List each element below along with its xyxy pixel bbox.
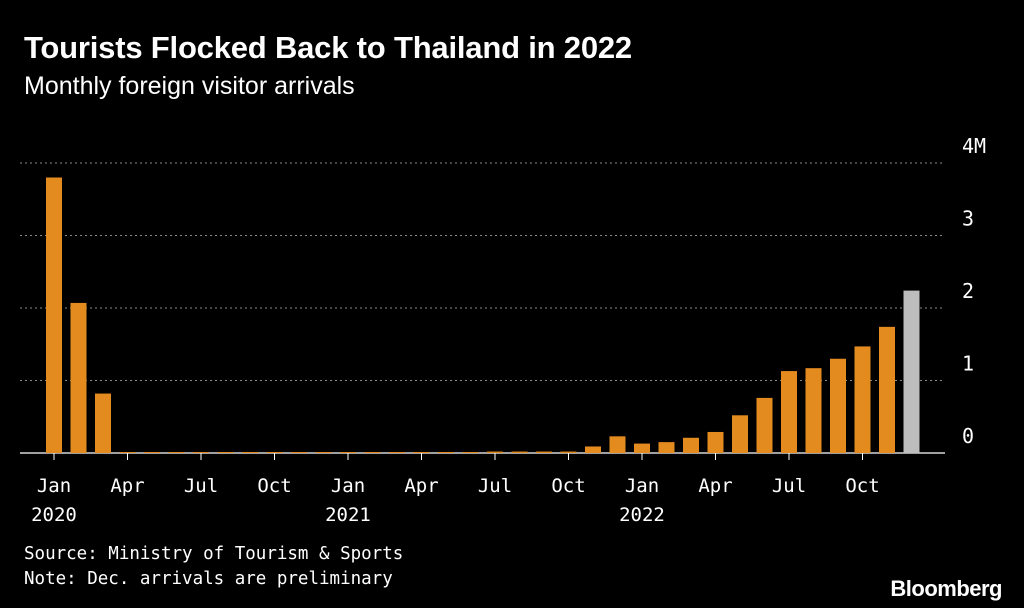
bar [389,452,405,453]
bloomberg-logo: Bloomberg [890,576,1002,601]
bar [560,451,577,453]
bar [315,452,332,453]
bar [266,452,283,453]
bar [193,452,209,453]
x-tick-label: Jul [478,475,512,497]
x-axis-labels: Jan 2020 Apr Jul Oct Jan 2021 Apr Jul Oct Jan 2022 A… [31,453,880,526]
x-tick-label: Oct [551,475,585,497]
chart-subtitle: Monthly foreign visitor arrivals [24,72,355,100]
y-tick-label: 1 [962,352,974,376]
x-year-label: 2022 [619,504,665,526]
bar [242,452,258,453]
x-tick-label: Apr [404,475,438,497]
y-tick-label: 2 [962,279,974,303]
bar [536,451,552,453]
footnote: Note: Dec. arrivals are preliminary [24,569,393,589]
x-tick-label: Jul [772,475,806,497]
bar [658,442,675,453]
bar [511,451,528,453]
y-axis-labels: 0 1 2 3 4M [962,134,986,448]
x-year-label: 2021 [325,504,371,526]
chart-title: Tourists Flocked Back to Thailand in 202… [24,30,632,65]
bars [46,177,920,453]
x-tick-label: Jul [184,475,218,497]
bar [340,452,356,453]
x-year-label: 2020 [31,504,77,526]
x-tick-label: Apr [698,475,732,497]
bar [119,452,136,453]
bar [781,371,797,453]
bar [70,302,87,453]
bar [805,368,822,453]
bar [95,393,111,453]
x-tick-label: Jan [37,475,71,497]
x-tick-label: Jan [331,475,365,497]
bar [144,452,160,453]
x-tick-label: Apr [110,475,144,497]
bar [634,443,650,453]
y-tick-label: 0 [962,424,974,448]
bar [609,436,626,453]
bar [487,451,503,453]
bar [707,431,724,453]
y-tick-label: 4M [962,134,986,158]
bar [46,177,62,453]
bar [585,446,601,453]
x-tick-label: Jan [625,475,659,497]
source-note: Source: Ministry of Tourism & Sports [24,544,404,564]
bar [879,326,895,453]
x-tick-label: Oct [257,475,291,497]
bar [168,452,185,453]
bar [291,452,307,453]
bar [683,437,699,453]
bar [903,290,920,453]
bar [364,452,381,453]
x-tick-label: Oct [845,475,879,497]
bar [462,452,479,453]
bar [830,358,846,453]
bar [854,346,871,453]
bar [438,452,454,453]
y-tick-label: 3 [962,207,974,231]
bar [413,452,430,453]
bar [217,452,234,453]
bar [756,397,773,453]
bar [732,415,748,453]
